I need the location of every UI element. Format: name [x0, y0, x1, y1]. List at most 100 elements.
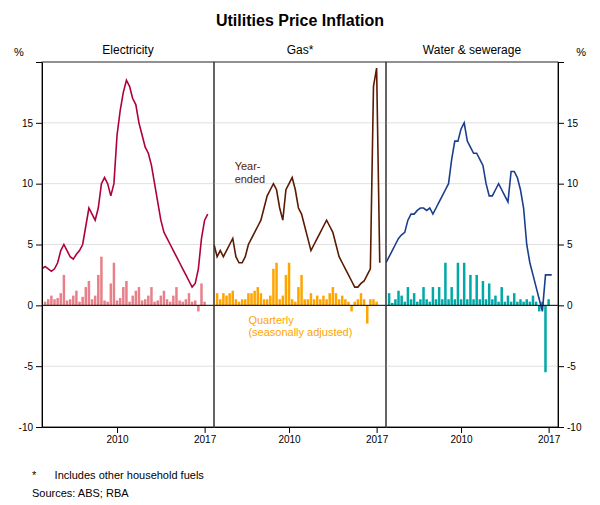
tick [36, 62, 42, 63]
tick-mark [36, 62, 42, 63]
bar [497, 302, 500, 306]
tick-label: -5 [567, 361, 576, 372]
bar [222, 293, 225, 305]
line [42, 80, 208, 287]
line [214, 68, 380, 287]
bar [350, 305, 353, 311]
grid [214, 62, 386, 427]
grid-line [386, 366, 558, 367]
tick: 2010 [278, 427, 301, 445]
grid-line [386, 305, 558, 306]
bar [360, 293, 363, 305]
tick: 15 [558, 118, 579, 129]
bar [125, 281, 128, 305]
bar [469, 275, 472, 305]
tick-mark [36, 123, 42, 124]
tick: -5 [24, 361, 42, 372]
tick: 10 [22, 178, 42, 189]
bar [410, 299, 413, 305]
bar [341, 296, 344, 306]
tick-mark [36, 305, 42, 306]
bar [141, 300, 144, 305]
line [386, 123, 552, 312]
bar [353, 302, 356, 306]
bar [444, 263, 447, 306]
bar [454, 299, 457, 305]
bar [457, 263, 460, 306]
bar [128, 302, 131, 306]
bar [116, 300, 119, 305]
bar [297, 287, 300, 305]
bar [285, 275, 288, 305]
bar [397, 291, 400, 306]
bar [500, 287, 503, 305]
bar [538, 305, 541, 311]
tick: -10 [19, 422, 42, 433]
tick-label: 2017 [538, 434, 561, 445]
bar [525, 299, 528, 305]
tick-mark [36, 427, 42, 428]
bar [260, 293, 263, 305]
bar [235, 299, 238, 305]
bar [178, 300, 181, 305]
zero-line [386, 305, 558, 306]
tick-label: 0 [27, 300, 33, 311]
tick: 2010 [106, 427, 129, 445]
bar [491, 299, 494, 305]
bar [113, 263, 116, 306]
grid [42, 62, 214, 427]
axis-line [387, 427, 559, 428]
bar [507, 296, 510, 306]
bar [494, 296, 497, 306]
bar [257, 287, 260, 305]
tick-mark [117, 427, 118, 433]
bar [175, 287, 178, 305]
bar [166, 299, 169, 305]
bar [47, 299, 50, 305]
footnote: * Includes other household fuels [32, 469, 204, 481]
bar [422, 287, 425, 305]
bar [88, 281, 91, 305]
bar [103, 300, 106, 305]
bar [247, 293, 250, 305]
bar [441, 299, 444, 305]
bar [97, 275, 100, 305]
panel: 20102017Gas*Year-endedQuarterly(seasonal… [214, 43, 389, 445]
tick-label: 15 [567, 118, 579, 129]
bar [122, 287, 125, 305]
tick-label: -10 [567, 422, 582, 433]
bar [100, 257, 103, 306]
bar [466, 299, 469, 305]
bar [250, 293, 253, 305]
bar [404, 302, 407, 306]
bar [313, 299, 316, 305]
bar [53, 299, 56, 305]
bar [369, 299, 372, 305]
bar [160, 296, 163, 306]
bar [529, 302, 532, 306]
bar [447, 299, 450, 305]
tick-label: 2010 [106, 434, 129, 445]
bar [225, 296, 228, 306]
grid-line [42, 305, 214, 306]
axis: 20102017 [215, 427, 389, 445]
grid-line [214, 122, 386, 123]
axis: -10-5051015 [558, 63, 582, 433]
bar [332, 287, 335, 305]
grid-line [42, 122, 214, 123]
bar [63, 275, 66, 305]
bar [66, 300, 69, 305]
tick-mark [558, 427, 564, 428]
panel: 20102017-10-5051015%Water & sewerage [386, 43, 586, 445]
tick: -10 [558, 422, 582, 433]
tick-mark [558, 184, 564, 185]
tick-mark [558, 366, 564, 367]
bar [244, 299, 247, 305]
tick-label: 10 [567, 178, 579, 189]
tick: 0 [27, 300, 42, 311]
bar [163, 291, 166, 306]
panel-title: Gas* [287, 43, 314, 57]
tick-mark [461, 427, 462, 433]
bar [288, 263, 291, 306]
title: Utilities Price Inflation [216, 12, 384, 29]
